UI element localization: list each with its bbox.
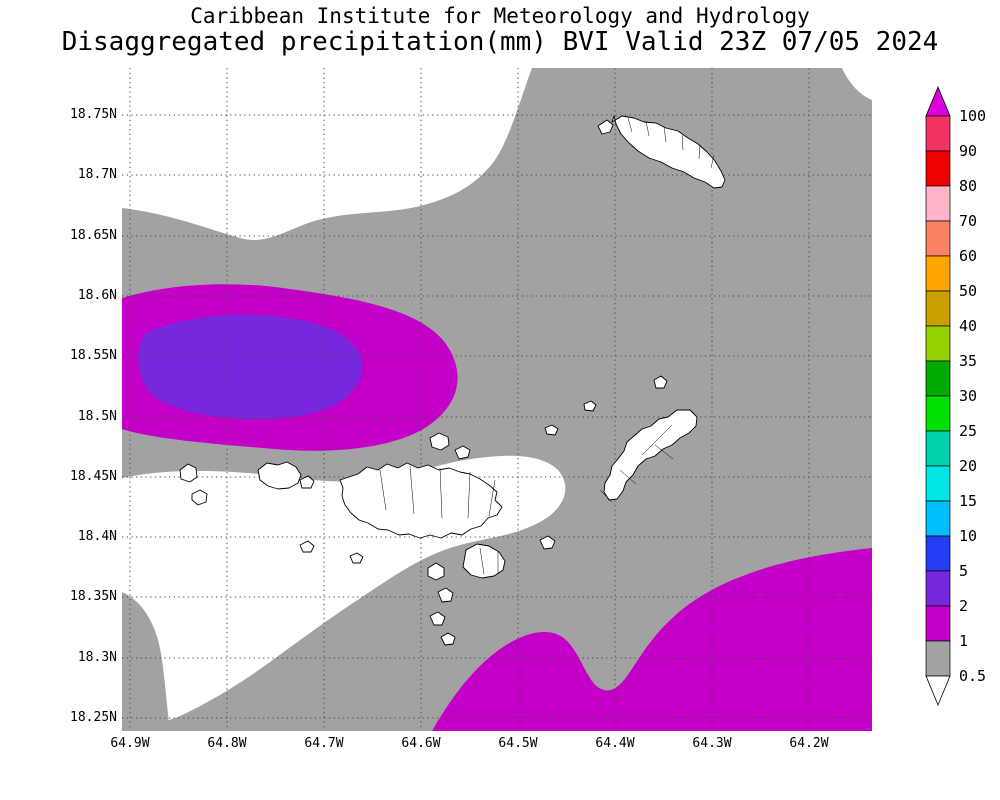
precip-region-magenta-southeast xyxy=(432,548,872,731)
longitude-axis: 64.9W 64.8W 64.7W 64.6W 64.5W 64.4W 64.3W 64.2W xyxy=(0,736,1000,756)
precip-region-white-topleft xyxy=(122,68,532,241)
colorbar-box xyxy=(925,500,951,537)
colorbar-tick-label: 20 xyxy=(959,457,977,475)
islet-west-2 xyxy=(191,489,208,506)
chart-title: Disaggregated precipitation(mm) BVI Vali… xyxy=(61,27,939,58)
islet-north-of-tortola-2 xyxy=(454,445,471,460)
lon-tick-label: 64.8W xyxy=(207,736,247,751)
colorbar-box xyxy=(925,465,951,502)
lat-tick-label: 18.6N xyxy=(77,288,117,303)
lon-tick-label: 64.6W xyxy=(401,736,441,751)
colorbar-tick-label: 15 xyxy=(959,492,977,510)
lat-tick-label: 18.5N xyxy=(77,409,117,424)
lon-tick-label: 64.9W xyxy=(110,736,150,751)
chart-header: Caribbean Institute for Meteorology and … xyxy=(0,4,1000,57)
islet-north-of-tortola-1 xyxy=(429,432,450,451)
island-tortola xyxy=(339,462,503,539)
south-cluster-watershed-lines xyxy=(479,547,499,575)
tortola-watershed-lines xyxy=(379,465,496,519)
precip-region-white-topright-corner xyxy=(842,68,872,100)
islet-south-chain-4 xyxy=(440,632,456,646)
colorbar-box xyxy=(925,220,951,257)
colorbar-tick-label: 35 xyxy=(959,352,977,370)
islet-south-west-2 xyxy=(349,552,364,564)
islet-south-chain-3 xyxy=(429,611,446,626)
colorbar-tick-label: 25 xyxy=(959,422,977,440)
islet-ne-cay-3 xyxy=(544,424,559,436)
colorbar-tick-label: 0.5 xyxy=(959,667,986,685)
lat-tick-label: 18.4N xyxy=(77,529,117,544)
colorbar-tick-label: 60 xyxy=(959,247,977,265)
islet-south-chain-2 xyxy=(437,587,454,603)
islet-east-of-jvd xyxy=(299,475,315,489)
lat-tick-label: 18.3N xyxy=(77,650,117,665)
colorbar-box xyxy=(925,430,951,467)
lat-tick-label: 18.35N xyxy=(70,589,117,604)
colorbar-tick-label: 80 xyxy=(959,177,977,195)
anegada-watershed-lines xyxy=(627,117,715,169)
colorbar-tick-label: 90 xyxy=(959,142,977,160)
island-coastlines xyxy=(179,115,726,646)
islet-ne-cay-2 xyxy=(583,400,597,412)
latitude-axis: 18.75N 18.7N 18.65N 18.6N 18.55N 18.5N 18.45N 1… xyxy=(0,0,117,800)
precip-region-violet-core xyxy=(138,314,363,420)
colorbar-box xyxy=(925,115,951,152)
islet-south-west-1 xyxy=(299,540,315,553)
lon-tick-label: 64.2W xyxy=(789,736,829,751)
colorbar-box xyxy=(925,570,951,607)
colorbar-box xyxy=(925,605,951,642)
colorbar-over-arrow xyxy=(925,85,951,117)
island-anegada xyxy=(611,115,726,189)
colorbar-box xyxy=(925,185,951,222)
colorbar-box xyxy=(925,535,951,572)
island-virgin-gorda xyxy=(603,409,698,501)
colorbar-tick-label: 70 xyxy=(959,212,977,230)
islet-ne-cay-1 xyxy=(653,375,668,389)
colorbar-box xyxy=(925,150,951,187)
colorbar-tick-label: 30 xyxy=(959,387,977,405)
lon-tick-label: 64.5W xyxy=(498,736,538,751)
colorbar-box xyxy=(925,325,951,362)
lon-tick-label: 64.3W xyxy=(692,736,732,751)
colorbar-under-arrow xyxy=(925,675,951,707)
colorbar-tick-label: 2 xyxy=(959,597,968,615)
islet-south-chain-1 xyxy=(427,562,445,581)
lon-tick-label: 64.4W xyxy=(595,736,635,751)
islet-west-1 xyxy=(179,463,198,483)
island-anegada-west-islet xyxy=(597,119,614,135)
colorbar-tick-label: 100 xyxy=(959,107,986,125)
colorbar-box xyxy=(925,255,951,292)
colorbar-box xyxy=(925,360,951,397)
lat-tick-label: 18.75N xyxy=(70,107,117,122)
colorbar-box xyxy=(925,290,951,327)
lat-tick-label: 18.7N xyxy=(77,167,117,182)
precip-region-gray-bottomleft xyxy=(122,592,170,731)
lat-tick-label: 18.25N xyxy=(70,710,117,725)
island-south-cluster xyxy=(462,543,506,579)
lat-tick-label: 18.45N xyxy=(70,469,117,484)
virgin-gorda-watershed-lines xyxy=(599,424,674,503)
colorbar-tick-label: 1 xyxy=(959,632,968,650)
colorbar-tick-label: 40 xyxy=(959,317,977,335)
colorbar-box xyxy=(925,640,951,677)
colorbar-tick-label: 5 xyxy=(959,562,968,580)
colorbar-tick-label: 50 xyxy=(959,282,977,300)
colorbar: 100 90 80 70 60 50 40 35 30 25 20 15 10 5 2 1 0.5 xyxy=(925,85,986,707)
lat-tick-label: 18.55N xyxy=(70,348,117,363)
colorbar-tick-label: 10 xyxy=(959,527,977,545)
island-jost-van-dyke xyxy=(257,461,302,490)
precipitation-map xyxy=(122,68,872,731)
institute-title: Caribbean Institute for Meteorology and … xyxy=(190,4,810,28)
lat-tick-label: 18.65N xyxy=(70,228,117,243)
islet-south-east-1 xyxy=(539,535,556,550)
colorbar-box xyxy=(925,395,951,432)
lon-tick-label: 64.7W xyxy=(304,736,344,751)
